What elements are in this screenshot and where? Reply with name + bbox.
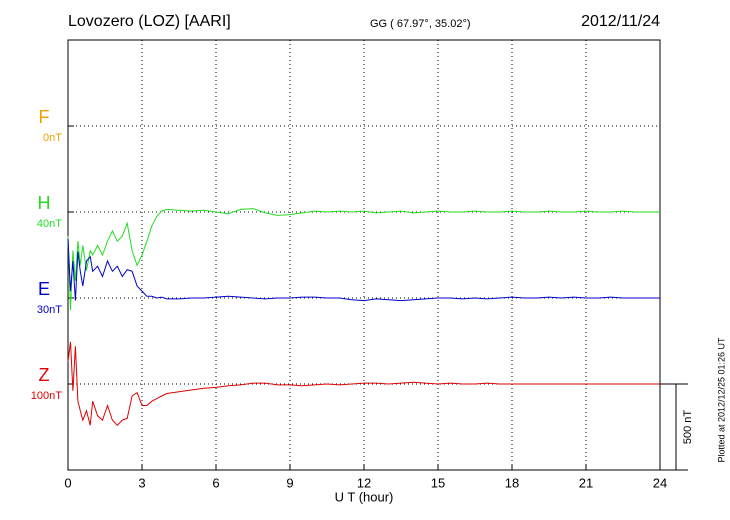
x-tick-label: 12 [357,475,371,490]
x-tick-label: 0 [64,475,71,490]
chart-title: Lovozero (LOZ) [AARI] [68,13,231,30]
channel-offset: 100nT [31,390,62,402]
channel-offset: 30nT [37,304,62,316]
chart-date: 2012/11/24 [581,13,660,30]
footnote: Plotted at 2012/12/25 01:26 UT [716,337,726,463]
channel-name: H [38,193,51,213]
scale-bar-label: 500 nT [682,410,694,445]
channel-offset: 0nT [43,132,62,144]
x-tick-label: 21 [579,475,593,490]
x-tick-label: 15 [431,475,445,490]
chart-subtitle: GG ( 67.97°, 35.02°) [370,18,471,30]
channel-name: Z [39,365,50,385]
channel-offset: 40nT [37,218,62,230]
channel-name: F [39,107,50,127]
line-series [67,238,660,302]
x-tick-label: 6 [212,475,219,490]
x-tick-label: 3 [138,475,145,490]
line-series [67,341,660,427]
x-tick-label: 18 [505,475,519,490]
channel-name: E [38,279,50,299]
line-series [67,208,660,311]
x-tick-label: 24 [653,475,667,490]
x-axis-label: U T (hour) [335,489,394,504]
x-tick-label: 9 [286,475,293,490]
